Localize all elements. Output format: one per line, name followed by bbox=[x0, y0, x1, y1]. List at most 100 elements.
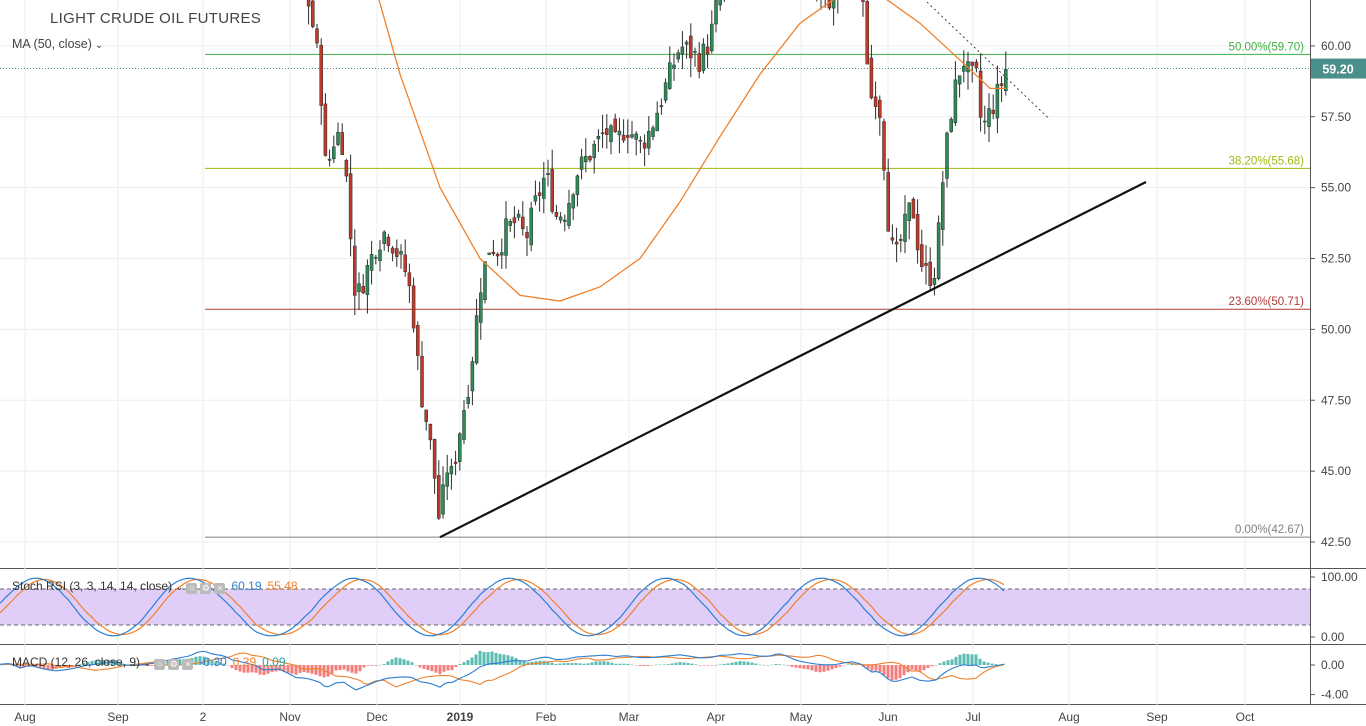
macd-hist-bar bbox=[586, 663, 590, 665]
candle-up bbox=[630, 134, 634, 138]
macd-hist-bar bbox=[146, 665, 150, 666]
candle-down bbox=[340, 132, 344, 155]
ma-indicator-label[interactable]: MA (50, close) ⌄ bbox=[12, 37, 103, 51]
time-tick-label: Oct bbox=[1236, 710, 1255, 724]
stoch-rsi-label[interactable]: Stoch RSI (3, 3, 14, 14, close) ⌄ ○ ⚙ × 60.19… bbox=[12, 579, 298, 594]
macd-hist-bar bbox=[550, 662, 554, 665]
candle-up bbox=[445, 472, 449, 487]
macd-hist-bar bbox=[910, 665, 914, 670]
candle-up bbox=[470, 361, 475, 392]
candle-up bbox=[327, 158, 332, 161]
macd-hist-bar bbox=[598, 661, 602, 665]
candle-down bbox=[920, 244, 924, 268]
chevron-down-icon[interactable]: ⌄ bbox=[175, 582, 184, 593]
chevron-down-icon[interactable]: ⌄ bbox=[143, 658, 152, 669]
macd-hist-value: 0.09 bbox=[262, 655, 286, 669]
candle-down bbox=[353, 245, 357, 296]
macd-hist-bar bbox=[722, 663, 726, 665]
macd-hist-bar bbox=[494, 652, 498, 665]
macd-hist-bar bbox=[958, 654, 962, 665]
candle-down bbox=[512, 217, 517, 224]
macd-hist-bar bbox=[658, 664, 662, 666]
candle-down bbox=[899, 239, 903, 241]
macd-hist-bar bbox=[394, 657, 398, 665]
macd-hist-bar bbox=[490, 651, 494, 665]
macd-hist-bar bbox=[742, 661, 746, 665]
macd-hist-bar bbox=[438, 665, 442, 675]
candle-up bbox=[655, 112, 659, 132]
macd-hist-bar bbox=[582, 663, 586, 665]
candle-down bbox=[315, 28, 319, 44]
candle-down bbox=[554, 212, 559, 217]
time-tick-label: Nov bbox=[279, 710, 300, 724]
candle-down bbox=[521, 216, 525, 230]
macd-hist-bar bbox=[678, 662, 682, 665]
macd-hist-bar bbox=[862, 665, 866, 667]
candle-up bbox=[458, 433, 462, 462]
macd-hist-bar bbox=[638, 665, 642, 666]
macd-hist-bar bbox=[754, 663, 758, 665]
macd-signal-line bbox=[0, 652, 1005, 688]
macd-hist-bar bbox=[646, 665, 650, 666]
macd-hist-bar bbox=[590, 662, 594, 665]
macd-hist-bar bbox=[358, 665, 362, 672]
candle-up bbox=[634, 133, 638, 140]
macd-hist-bar bbox=[434, 665, 438, 673]
candle-down bbox=[882, 121, 886, 171]
time-tick-label: Jul bbox=[965, 710, 980, 724]
close-icon[interactable]: × bbox=[214, 583, 226, 594]
macd-hist-bar bbox=[930, 665, 934, 667]
macd-hist-bar bbox=[206, 658, 210, 665]
macd-hist-bar bbox=[670, 663, 674, 665]
macd-hist-bar bbox=[882, 665, 886, 675]
macd-hist-bar bbox=[278, 665, 282, 671]
macd-hist-bar bbox=[94, 660, 98, 665]
macd-hist-bar bbox=[914, 665, 918, 672]
macd-hist-bar bbox=[926, 665, 930, 669]
candle-up bbox=[651, 127, 655, 137]
gear-icon[interactable]: ⚙ bbox=[168, 659, 180, 670]
chevron-down-icon[interactable]: ⌄ bbox=[94, 40, 104, 51]
macd-hist-bar bbox=[726, 663, 730, 665]
gear-icon[interactable]: ⚙ bbox=[200, 583, 212, 594]
macd-hist-bar bbox=[818, 665, 822, 673]
stoch-tick-label: 100.00 bbox=[1321, 570, 1358, 584]
macd-hist-bar bbox=[194, 656, 198, 665]
candle-up bbox=[479, 292, 483, 323]
macd-hist-bar bbox=[698, 665, 702, 666]
macd-hist-bar bbox=[470, 657, 474, 665]
macd-hist-bar bbox=[642, 665, 646, 666]
candle-down bbox=[390, 247, 395, 254]
candle-down bbox=[453, 461, 458, 464]
macd-hist-bar bbox=[86, 661, 90, 665]
candle-down bbox=[403, 254, 407, 273]
close-icon[interactable]: × bbox=[182, 659, 194, 670]
candles bbox=[306, 0, 1008, 520]
candle-up bbox=[932, 278, 937, 285]
macd-hist-bar bbox=[962, 653, 966, 665]
eye-icon[interactable]: ○ bbox=[186, 583, 198, 594]
macd-hist-bar bbox=[606, 661, 610, 665]
macd-line bbox=[0, 650, 1005, 691]
macd-hist-bar bbox=[474, 654, 478, 665]
macd-signal-value: 0.39 bbox=[232, 655, 257, 669]
candle-up bbox=[957, 75, 962, 85]
macd-hist-bar bbox=[230, 665, 234, 669]
eye-icon[interactable]: ○ bbox=[154, 659, 166, 670]
candle-up bbox=[663, 82, 668, 101]
macd-hist-bar bbox=[894, 665, 898, 680]
candle-up bbox=[647, 130, 651, 149]
macd-hist-bar bbox=[226, 665, 230, 666]
macd-hist-bar bbox=[522, 661, 526, 665]
candle-up bbox=[483, 261, 487, 301]
price-tick-label: 55.00 bbox=[1321, 181, 1351, 195]
macd-hist-bar bbox=[518, 660, 522, 665]
macd-hist-bar bbox=[710, 665, 714, 666]
candle-up bbox=[609, 125, 613, 142]
macd-hist-bar bbox=[246, 665, 250, 673]
macd-hist-bar bbox=[934, 665, 938, 666]
candle-up bbox=[474, 315, 479, 364]
macd-label[interactable]: MACD (12, 26, close, 9) ⌄ ○ ⚙ × -0.30 0.39 0.09 bbox=[12, 655, 286, 670]
ma50-line bbox=[378, 0, 1006, 302]
